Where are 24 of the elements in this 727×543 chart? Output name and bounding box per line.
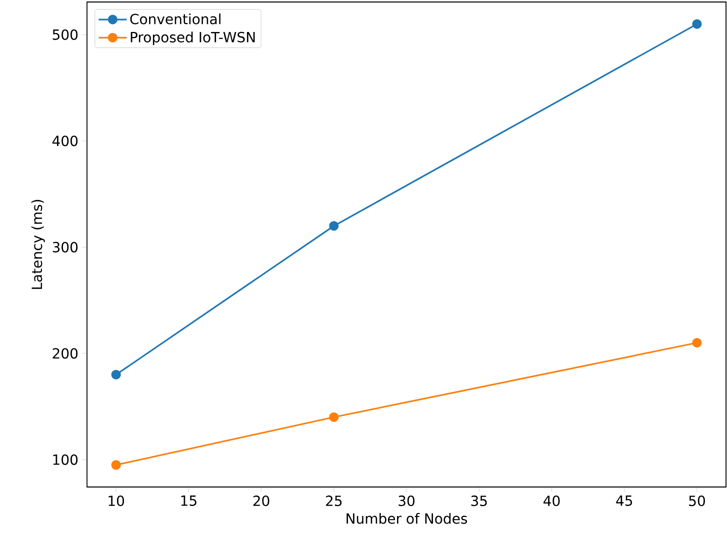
- x-tick-label: 40: [544, 496, 560, 506]
- x-tick-label: 10: [108, 496, 124, 506]
- x-tick-label: 20: [253, 496, 270, 506]
- point: [111, 370, 121, 380]
- x-tick-label: 35: [471, 496, 487, 506]
- y-tick-label: 200: [52, 348, 78, 359]
- point: [329, 221, 339, 231]
- y-tick-label: 400: [52, 136, 78, 146]
- x-tick-label: 50: [689, 496, 705, 506]
- legend-label: Proposed IoT-WSN: [130, 32, 255, 46]
- y-axis-title: Latency (ms): [31, 200, 45, 289]
- y-tick-label: 500: [52, 29, 78, 40]
- y-tick-label: 100: [53, 454, 78, 465]
- x-tick-label: 45: [616, 496, 632, 506]
- legend-label: Conventional: [130, 13, 220, 24]
- point: [692, 19, 702, 29]
- point: [329, 412, 339, 422]
- x-axis-title: Number of Nodes: [346, 512, 468, 524]
- x-tick-label: 15: [181, 496, 196, 506]
- x-tick-label: 30: [398, 496, 414, 506]
- point: [111, 460, 121, 470]
- point: [692, 338, 702, 348]
- y-tick-label: 300: [52, 242, 78, 252]
- x-tick-label: 25: [326, 496, 342, 506]
